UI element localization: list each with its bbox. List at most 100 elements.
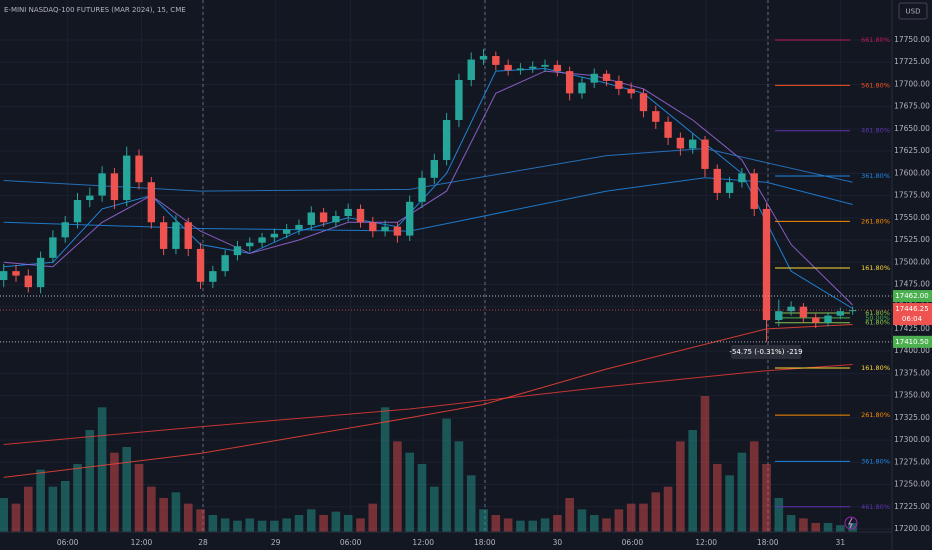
- y-tick-label: 17350.00: [894, 391, 930, 400]
- price-axis: [892, 0, 932, 550]
- volume-bar: [73, 464, 82, 532]
- y-tick-label: 17400.00: [894, 346, 930, 355]
- candle-body: [848, 310, 857, 312]
- y-tick-label: 17700.00: [894, 79, 930, 88]
- measure-box: [731, 345, 801, 359]
- x-tick-label: 30: [553, 538, 563, 547]
- candle-body: [270, 233, 279, 238]
- candle-body: [196, 248, 205, 282]
- candle-body: [110, 173, 119, 201]
- candle-body: [356, 208, 365, 223]
- candle-body: [467, 59, 475, 81]
- volume-bar: [700, 396, 710, 532]
- candle-body: [430, 160, 439, 178]
- y-tick-label: 17600.00: [894, 168, 930, 177]
- volume: [0, 396, 857, 532]
- volume-bar: [319, 515, 328, 532]
- volume-bar: [799, 518, 808, 532]
- volume-bar: [245, 518, 255, 532]
- candle-body: [369, 222, 377, 232]
- candle-body: [73, 200, 82, 223]
- fib-label: 61.80%: [865, 309, 890, 317]
- volume-bar: [257, 520, 267, 532]
- volume-bar: [97, 407, 107, 532]
- candle-body: [713, 168, 721, 193]
- volume-bar: [171, 492, 181, 532]
- volume-bar: [417, 464, 427, 532]
- fib-label: 361.80%: [861, 457, 890, 465]
- x-tick-label: 12:00: [695, 538, 717, 547]
- candle-body: [762, 208, 771, 321]
- candle-body: [676, 137, 685, 149]
- fib-label: 461.80%: [861, 503, 890, 511]
- volume-bar: [134, 464, 144, 532]
- volume-bar: [159, 498, 168, 532]
- candle-body: [86, 195, 94, 201]
- volume-bar: [762, 464, 771, 532]
- fib-label: 461.80%: [861, 127, 890, 135]
- volume-bar: [208, 515, 218, 532]
- volume-bar: [306, 509, 316, 532]
- volume-bar: [516, 520, 525, 532]
- candle-body: [172, 222, 180, 249]
- candle-body: [812, 317, 820, 323]
- volume-bar: [712, 464, 722, 532]
- volume-bar: [663, 486, 673, 532]
- candle-body: [36, 257, 45, 288]
- fib-label: 261.80%: [861, 217, 890, 225]
- fib-label: 561.80%: [861, 81, 890, 89]
- candle-body: [602, 73, 611, 81]
- candle-body: [381, 226, 389, 232]
- x-tick-label: 12:00: [412, 538, 434, 547]
- volume-bar: [565, 498, 574, 532]
- x-tick-label: 18:00: [474, 538, 496, 547]
- candle-body: [455, 80, 463, 121]
- last-price-label: 17446.25: [895, 305, 928, 313]
- x-tick-label: 18:00: [757, 538, 779, 547]
- fib-label: 50.00%: [865, 314, 890, 322]
- y-tick-label: 17550.00: [894, 213, 930, 222]
- y-tick-label: 17200.00: [894, 524, 930, 533]
- measure-label: -54.75 (-0.31%) -219: [729, 348, 802, 356]
- candle-body: [824, 315, 832, 323]
- alert-icon-bolt: [848, 517, 853, 529]
- candle-body: [492, 56, 500, 65]
- alert-icon[interactable]: [844, 516, 858, 530]
- price-tag: [893, 335, 932, 348]
- volume-bar: [60, 481, 70, 532]
- candle-body: [393, 226, 402, 236]
- volume-bar: [356, 518, 365, 532]
- candle-body: [209, 271, 217, 282]
- volume-bar: [220, 518, 230, 532]
- y-tick-label: 17525.00: [894, 235, 930, 244]
- volume-bar: [442, 418, 451, 532]
- y-tick-label: 17500.00: [894, 257, 930, 266]
- volume-bar: [589, 515, 599, 532]
- x-tick-label: 06:00: [340, 538, 362, 547]
- moving-average: [3, 177, 853, 232]
- volume-bar: [147, 486, 156, 532]
- volume-bar: [36, 469, 45, 532]
- volume-bar: [11, 503, 21, 532]
- y-tick-label: 17575.00: [894, 191, 930, 200]
- candle-body: [319, 212, 328, 223]
- volume-bar: [85, 430, 95, 532]
- currency-box[interactable]: [898, 2, 928, 20]
- currency[interactable]: USD: [906, 8, 921, 16]
- candle-body: [725, 182, 734, 193]
- candle-body: [688, 139, 697, 149]
- volume-bar: [774, 498, 784, 532]
- volume-bar: [110, 452, 119, 532]
- volume-bar: [233, 520, 242, 532]
- candle-body: [578, 82, 586, 94]
- volume-bar: [23, 486, 33, 532]
- price-tags: 17462.00 17410.50 17446.25 06:04: [893, 290, 932, 348]
- candle-body: [516, 68, 525, 71]
- candle-body: [479, 56, 488, 60]
- candle-body: [49, 237, 57, 258]
- last-price-tag: [893, 303, 932, 326]
- fib-label: 161.80%: [861, 264, 890, 272]
- fib-label: 661.80%: [861, 36, 890, 44]
- fib-label: 61.80%: [865, 319, 890, 327]
